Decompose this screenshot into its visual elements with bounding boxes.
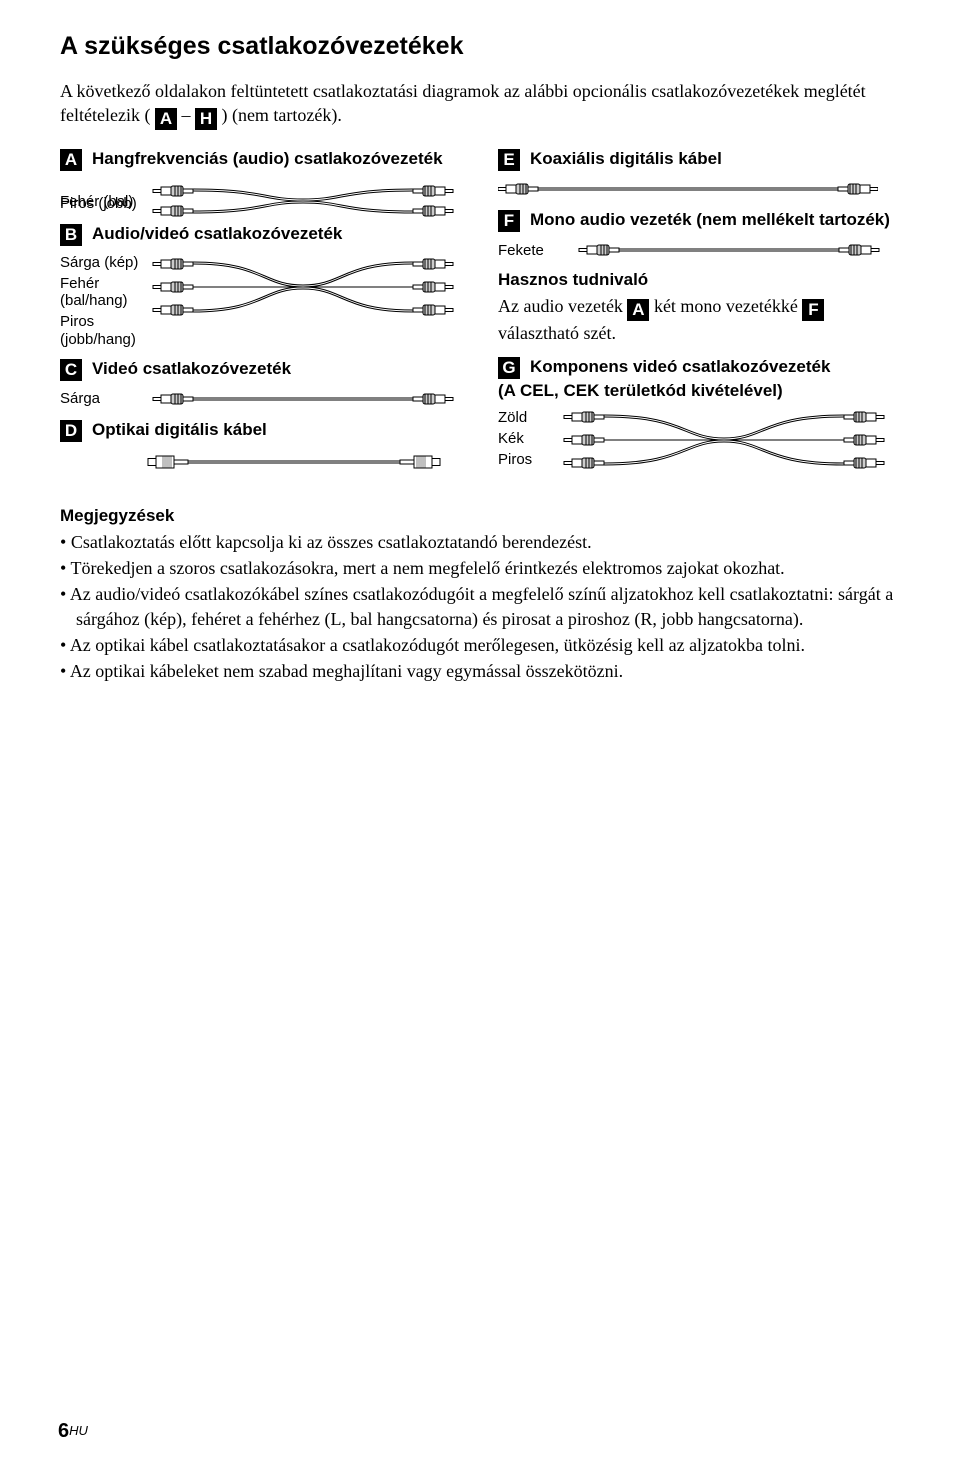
note-item: Csatlakoztatás előtt kapcsolja ki az öss…	[60, 530, 900, 554]
subtitle-g: (A CEL, CEK területkód kivételével)	[498, 381, 900, 401]
section-c: C Videó csatlakozóvezeték Sárga	[60, 358, 462, 409]
cable-f-icon	[558, 240, 900, 260]
cable-a-icon	[144, 179, 462, 223]
label-b-1: Fehér (bal/hang)	[60, 275, 144, 310]
tip-letter-f: F	[802, 299, 824, 321]
page-footer: 6HU	[58, 1420, 88, 1443]
note-item: Az audio/videó csatlakozókábel színes cs…	[60, 582, 900, 631]
title-e: Koaxiális digitális kábel	[530, 148, 722, 169]
range-letter-h: H	[195, 108, 217, 130]
tip-heading: Hasznos tudnivaló	[498, 270, 900, 290]
tip-text: Az audio vezeték A két mono vezetékké F …	[498, 294, 900, 345]
label-b-2: Piros (jobb/hang)	[60, 313, 144, 348]
title-f: Mono audio vezeték (nem mellékelt tartoz…	[530, 209, 890, 230]
label-g-0: Zöld	[498, 407, 548, 428]
note-item: Törekedjen a szoros csatlakozásokra, mer…	[60, 556, 900, 580]
page-title: A szükséges csatlakozóvezetékek	[60, 32, 900, 61]
badge-d: D	[60, 420, 82, 442]
page-number: 6	[58, 1420, 69, 1442]
cable-c-icon	[144, 389, 462, 409]
label-a-1: Piros (jobb)	[60, 195, 144, 212]
intro-text: A következő oldalakon feltüntetett csatl…	[60, 79, 900, 130]
badge-c: C	[60, 359, 82, 381]
cable-d-icon	[144, 450, 444, 474]
cable-e-icon	[498, 179, 878, 199]
note-item: Az optikai kábeleket nem szabad meghajlí…	[60, 659, 900, 683]
notes-block: Megjegyzések Csatlakoztatás előtt kapcso…	[60, 506, 900, 684]
cable-b-icon	[144, 254, 462, 320]
section-d: D Optikai digitális kábel	[60, 419, 462, 474]
label-f-0: Fekete	[498, 242, 558, 259]
section-e: E Koaxiális digitális kábel	[498, 148, 900, 199]
label-g-2: Piros	[498, 449, 548, 470]
title-c: Videó csatlakozóvezeték	[92, 358, 291, 379]
title-a: Hangfrekvenciás (audio) csatlakozóvezeté…	[92, 148, 443, 169]
notes-heading: Megjegyzések	[60, 506, 900, 526]
badge-f: F	[498, 210, 520, 232]
section-b: B Audio/videó csatlakozóvezeték Sárga (k…	[60, 223, 462, 348]
page-lang: HU	[69, 1423, 88, 1438]
section-g: G Komponens videó csatlakozóvezeték (A C…	[498, 356, 900, 473]
title-g: Komponens videó csatlakozóvezeték	[530, 356, 830, 377]
tip-block: Hasznos tudnivaló Az audio vezeték A két…	[498, 270, 900, 345]
badge-b: B	[60, 224, 82, 246]
section-a: A Hangfrekvenciás (audio) csatlakozóveze…	[60, 148, 462, 212]
badge-e: E	[498, 149, 520, 171]
label-c-0: Sárga	[60, 390, 144, 407]
title-b: Audio/videó csatlakozóvezeték	[92, 223, 342, 244]
range-letter-a: A	[155, 108, 177, 130]
title-d: Optikai digitális kábel	[92, 419, 267, 440]
note-item: Az optikai kábel csatlakoztatásakor a cs…	[60, 633, 900, 657]
label-g-1: Kék	[498, 428, 548, 449]
badge-a: A	[60, 149, 82, 171]
badge-g: G	[498, 357, 520, 379]
label-b-0: Sárga (kép)	[60, 254, 144, 271]
tip-letter-a: A	[627, 299, 649, 321]
section-f: F Mono audio vezeték (nem mellékelt tart…	[498, 209, 900, 260]
cable-g-icon	[548, 407, 900, 473]
